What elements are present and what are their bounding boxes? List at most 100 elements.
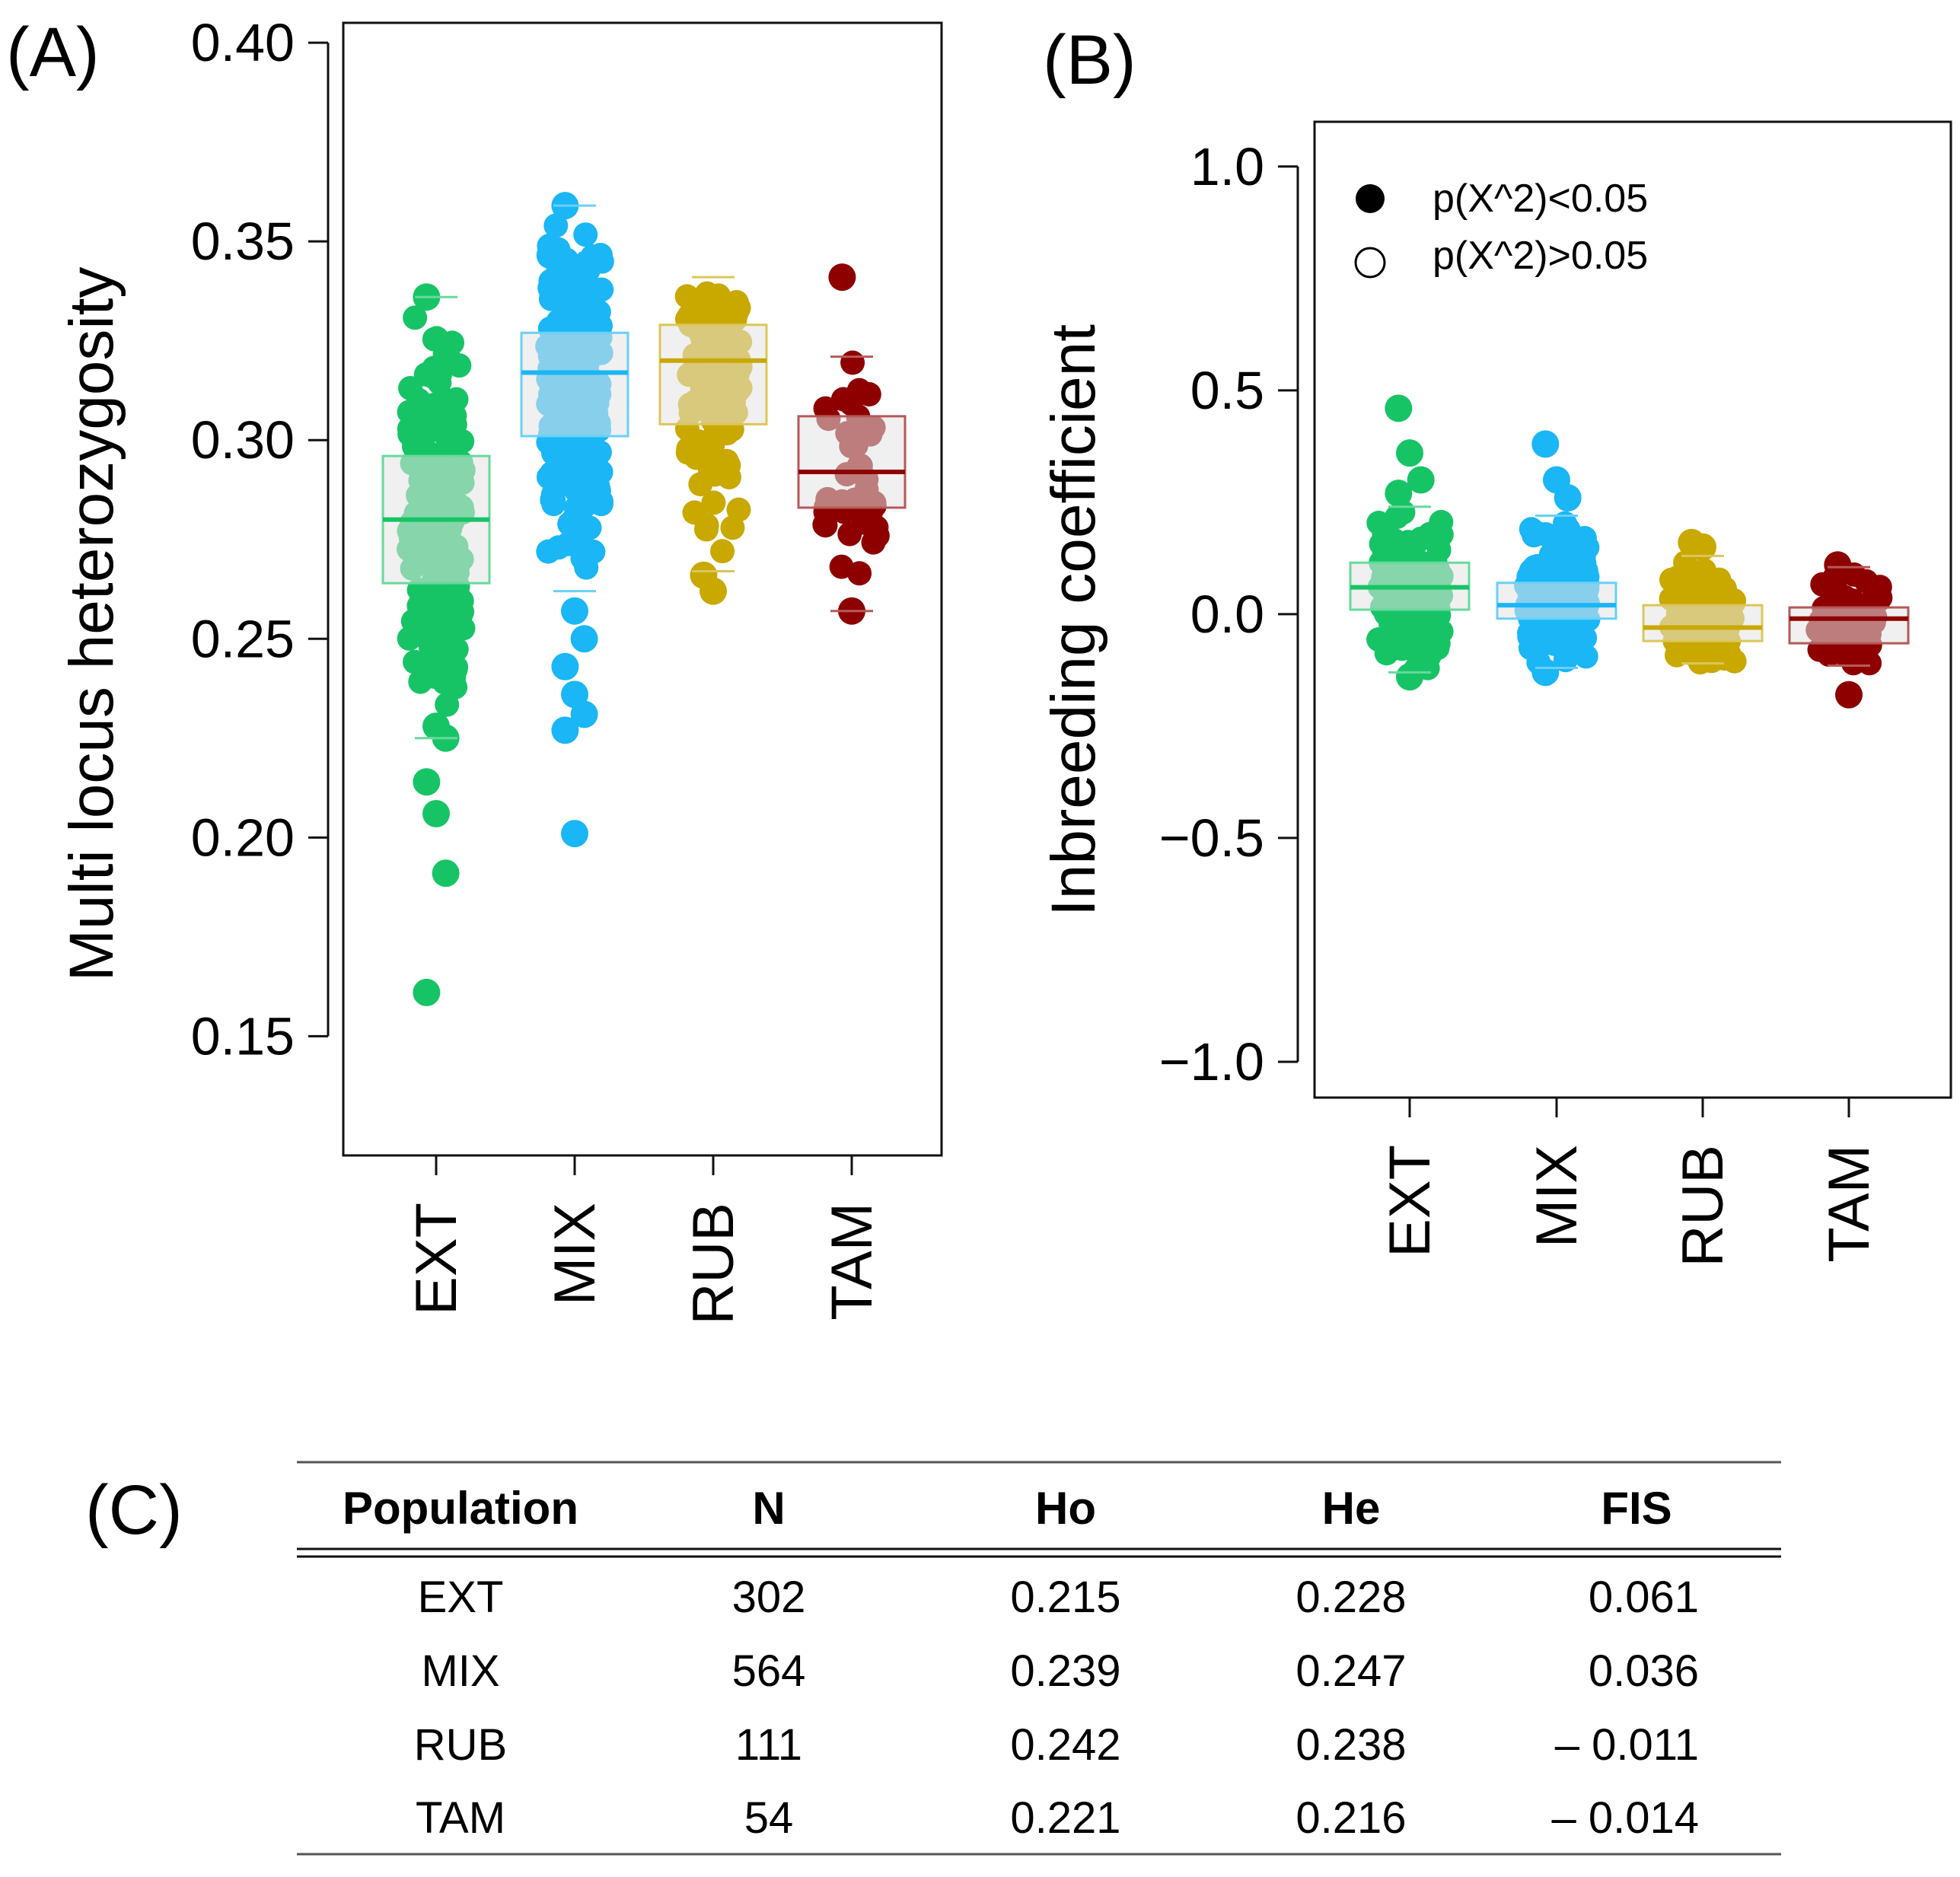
data-point-mix [556, 531, 581, 556]
table-row: TAM 54 0.221 0.216 – 0.014 [416, 1793, 1699, 1843]
table-cell-he: 0.247 [1296, 1646, 1406, 1696]
data-point-ext [1429, 509, 1454, 534]
data-point-rub [677, 303, 703, 328]
data-point-ext [400, 623, 425, 648]
table-row: EXT 302 0.215 0.228 0.061 [418, 1573, 1699, 1622]
data-point-ext [1385, 505, 1410, 530]
table-cell-n: 302 [732, 1573, 806, 1622]
legend-entry-not-significant: p(X^2)>0.05 [1433, 234, 1648, 278]
data-point-mix [1547, 560, 1572, 585]
x-tick-label-rub: RUB [1671, 1145, 1735, 1267]
data-point-ext [432, 583, 457, 608]
box-tam [1788, 606, 1910, 645]
data-point-ext [1426, 537, 1452, 562]
data-point-rub [675, 440, 700, 465]
y-tick-label: 0.20 [191, 808, 295, 867]
data-point-tam [1857, 651, 1882, 676]
data-point-ext [1408, 526, 1433, 551]
data-point-mix [587, 440, 612, 465]
data-point-rub [1678, 638, 1703, 663]
box-rub [658, 323, 768, 425]
table-cell-n: 111 [735, 1720, 802, 1770]
table-cell-he: 0.216 [1296, 1793, 1406, 1843]
panel-b-x-axis: EXT MIX RUB TAM [1378, 1098, 1882, 1267]
data-point-rub [682, 500, 707, 525]
data-point-rub [693, 517, 719, 542]
outlier-point-mix [551, 652, 579, 680]
table-cell-population: TAM [416, 1793, 505, 1843]
panel-a-points [397, 192, 890, 1006]
table-header-fis: FIS [1601, 1483, 1672, 1534]
data-point-tam [847, 561, 872, 586]
box-mix [1496, 582, 1617, 620]
panel-b-y-axis: −1.0 −0.5 0.0 0.5 1.0 [1159, 137, 1299, 1091]
data-point-mix [1557, 636, 1582, 661]
table-cell-fis: – 0.011 [1555, 1720, 1699, 1770]
outlier-point-mix [1531, 430, 1560, 458]
panel-c: (C) Population N Ho He FIS EXT 302 0.215 0.228 0… [85, 1461, 1781, 1856]
data-point-ext [432, 342, 457, 367]
outlier-point-mix [551, 716, 579, 744]
box-tam [797, 415, 907, 509]
data-point-mix [562, 445, 587, 470]
outlier-point-mix [1531, 658, 1560, 687]
data-point-rub [710, 539, 735, 564]
y-tick-label: −1.0 [1159, 1032, 1264, 1091]
x-tick-label-rub: RUB [681, 1203, 746, 1324]
table-cell-fis: 0.036 [1589, 1646, 1699, 1696]
legend-open-circle-icon [1354, 247, 1386, 279]
data-point-mix [582, 301, 607, 326]
panel-b-label: (B) [1043, 21, 1136, 99]
outlier-point-ext [1396, 439, 1423, 467]
x-tick-label-ext: EXT [404, 1203, 469, 1315]
table-cell-ho: 0.242 [1010, 1720, 1120, 1770]
data-point-ext [1366, 627, 1391, 652]
data-point-mix [540, 482, 566, 507]
data-point-tam [840, 350, 865, 375]
data-point-ext [443, 658, 468, 683]
box-rub [1642, 604, 1764, 642]
outlier-point-tam [828, 263, 856, 292]
panel-a-label: (A) [6, 14, 100, 91]
table-cell-population: MIX [421, 1646, 499, 1696]
data-point-mix [582, 463, 607, 488]
legend-filled-circle-icon [1356, 184, 1385, 213]
x-tick-label-mix: MIX [543, 1203, 607, 1305]
data-point-tam [1817, 573, 1842, 598]
y-tick-label: 0.5 [1190, 361, 1264, 420]
data-point-ext [406, 593, 432, 618]
data-point-rub [1691, 574, 1716, 599]
data-point-ext [435, 692, 460, 717]
data-point-rub [700, 432, 725, 457]
outlier-point-ext [1385, 394, 1413, 422]
table-cell-fis: – 0.014 [1551, 1793, 1699, 1843]
outlier-point-ext [422, 799, 450, 827]
data-point-mix [571, 267, 596, 292]
panel-c-label: (C) [85, 1471, 183, 1549]
table-cell-n: 564 [732, 1646, 806, 1696]
data-point-tam [1868, 585, 1893, 610]
data-point-mix [1548, 533, 1573, 558]
data-point-rub [1712, 576, 1737, 601]
outlier-point-tam [1835, 680, 1863, 709]
legend-entry-significant: p(X^2)<0.05 [1433, 177, 1648, 221]
data-point-tam [1817, 642, 1842, 668]
y-tick-label: 0.40 [191, 13, 295, 72]
data-point-mix [1566, 553, 1591, 578]
panel-b-points [1366, 394, 1893, 709]
y-tick-label: 0.35 [191, 212, 295, 271]
table-header-ho: Ho [1035, 1483, 1096, 1534]
data-point-mix [537, 234, 562, 259]
panel-b-boxes [1349, 505, 1910, 674]
table-header-row: Population N Ho He FIS [343, 1483, 1672, 1534]
data-point-rub [724, 290, 749, 315]
data-point-mix [1519, 517, 1544, 542]
table-cell-population: RUB [414, 1720, 507, 1770]
outlier-point-ext [413, 978, 441, 1006]
outlier-point-mix [1554, 483, 1582, 511]
y-tick-label: −0.5 [1159, 808, 1264, 868]
panel-a-x-axis: EXT MIX RUB TAM [404, 1155, 884, 1324]
x-tick-label-tam: TAM [1817, 1145, 1882, 1263]
y-tick-label: 0.15 [191, 1006, 295, 1066]
data-point-mix [573, 222, 598, 247]
